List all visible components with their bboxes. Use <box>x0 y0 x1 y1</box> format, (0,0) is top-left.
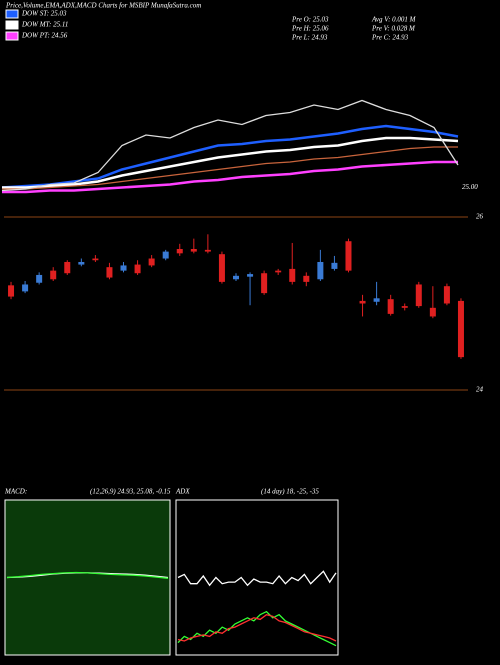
series-line <box>2 160 458 194</box>
candle-body <box>443 286 450 304</box>
candle-body <box>8 285 15 297</box>
panel-subtitle: (14 day) 18, -25, -35 <box>261 488 319 496</box>
candle-body <box>401 306 408 308</box>
candle-body <box>289 268 296 282</box>
candle-body <box>176 249 183 254</box>
panel-subtitle: (12,26,9) 24.93, 25.08, -0.15 <box>90 488 171 496</box>
candle-body <box>415 284 422 307</box>
legend-swatch <box>5 20 19 30</box>
info-text: Pre O: 25.03 <box>291 16 329 24</box>
candle-body <box>190 249 197 252</box>
chart-title: Price,Volume,EMA,ADX,MACD Charts for MSB… <box>5 2 201 10</box>
series-line <box>177 613 337 642</box>
candle-body <box>373 298 380 302</box>
panel-title: MACD: <box>4 488 27 496</box>
info-text: Pre L: 24.93 <box>291 34 328 42</box>
candle-body <box>261 273 268 294</box>
candle-body <box>387 299 394 314</box>
candle-body <box>22 284 29 292</box>
panel <box>175 499 339 656</box>
series-line <box>2 136 459 189</box>
candle-body <box>148 258 155 266</box>
candle-body <box>345 241 352 271</box>
legend-label: DOW MT: 25.11 <box>21 21 68 29</box>
panel <box>4 499 171 656</box>
series-line <box>2 146 458 190</box>
candle-body <box>106 267 113 278</box>
info-text: Avg V: 0.001 M <box>371 16 417 24</box>
y-tick-label: 25.00 <box>462 183 478 191</box>
candle-body <box>162 251 169 259</box>
candle-body <box>134 264 141 274</box>
candle-body <box>92 258 99 261</box>
legend-swatch <box>5 9 19 19</box>
candle-body <box>120 265 127 271</box>
candle-body <box>429 307 436 317</box>
panel-title: ADX <box>175 488 190 496</box>
candle-body <box>36 274 43 283</box>
candle-body <box>331 262 338 269</box>
info-text: Pre V: 0.028 M <box>371 25 416 33</box>
candle-body <box>457 300 464 358</box>
candle-body <box>233 275 239 280</box>
info-text: Pre C: 24.93 <box>371 34 409 42</box>
info-text: Pre H: 25.06 <box>291 25 329 33</box>
legend-label: DOW PT: 24.56 <box>21 32 68 40</box>
candle-body <box>317 261 324 280</box>
candle-body <box>247 274 254 277</box>
series-line <box>177 570 337 587</box>
y-tick-label: 24 <box>476 386 484 394</box>
candle-body <box>275 270 282 273</box>
legend-label: DOW ST: 25.03 <box>21 10 67 18</box>
series-line <box>6 571 169 579</box>
candle-body <box>218 254 225 282</box>
legend-swatch <box>5 31 19 41</box>
candle-body <box>50 270 57 280</box>
series-line <box>1 99 459 192</box>
y-tick-label: 26 <box>476 213 484 221</box>
candle-body <box>359 300 366 304</box>
candle-body <box>64 261 71 274</box>
candle-body <box>78 261 85 265</box>
candle-body <box>204 249 211 252</box>
candle-body <box>303 275 310 282</box>
